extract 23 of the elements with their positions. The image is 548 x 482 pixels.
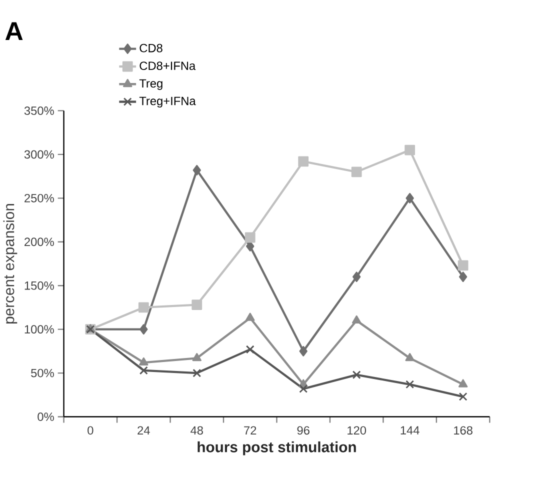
x-tick-label: 144 xyxy=(400,426,420,434)
y-tick-label: 150% xyxy=(24,281,54,290)
x-axis-title: hours post stimulation xyxy=(198,441,356,456)
y-tick-label: 0% xyxy=(38,412,54,421)
y-tick-label: 50% xyxy=(31,368,54,378)
y-axis-title: percent expansion xyxy=(3,204,18,324)
x-tick-label: 168 xyxy=(454,426,472,434)
legend-label: CD8+IFNa xyxy=(140,61,196,70)
y-tick-label: 350% xyxy=(24,106,54,115)
legend-label: CD8 xyxy=(140,44,162,52)
x-tick-label: 72 xyxy=(244,426,256,434)
x-tick-label: 24 xyxy=(138,426,150,434)
x-tick-label: 96 xyxy=(297,426,310,434)
x-tick-label: 120 xyxy=(348,426,366,434)
y-tick-label: 100% xyxy=(24,324,54,334)
y-tick-label: 250% xyxy=(24,194,54,202)
x-tick-label: 48 xyxy=(190,426,203,434)
text: A xyxy=(5,22,23,40)
legend-label: Treg xyxy=(139,79,162,90)
y-tick-label: 200% xyxy=(24,238,54,246)
legend-label: Treg+IFNa xyxy=(139,96,196,108)
x-tick-label: 0 xyxy=(88,426,94,434)
y-tick-label: 300% xyxy=(24,150,54,158)
